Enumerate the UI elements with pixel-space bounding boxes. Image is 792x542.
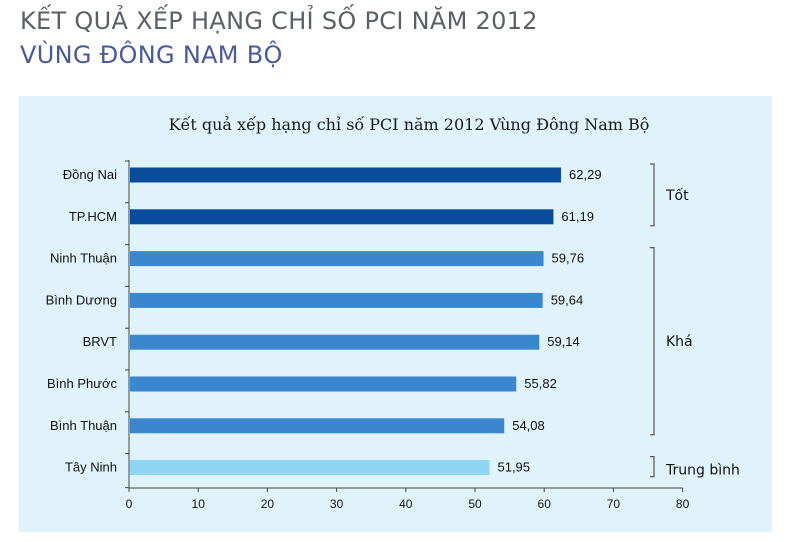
group-bracket	[650, 247, 655, 436]
category-label: Ninh Thuận	[50, 251, 117, 266]
group-bracket	[650, 163, 655, 227]
pci-bar-chart: Kết quả xếp hạng chỉ số PCI năm 2012 Vùn…	[46, 115, 740, 511]
bar	[130, 376, 517, 392]
category-label: Tây Ninh	[65, 460, 117, 475]
data-label: 59,64	[551, 292, 584, 307]
bar	[130, 251, 544, 267]
bar	[130, 418, 505, 434]
x-tick-label: 40	[399, 497, 413, 511]
group-label: Trung bình	[665, 463, 740, 479]
page-heading: KẾT QUẢ XẾP HẠNG CHỈ SỐ PCI NĂM 2012 VÙN…	[20, 4, 538, 72]
x-tick-label: 50	[468, 497, 482, 511]
page-title: KẾT QUẢ XẾP HẠNG CHỈ SỐ PCI NĂM 2012	[20, 7, 538, 35]
data-label: 61,19	[561, 209, 594, 224]
category-label: Đồng Nai	[63, 167, 117, 182]
x-tick-label: 80	[676, 497, 690, 511]
category-label: Bình Thuận	[50, 418, 117, 433]
chart-title: Kết quả xếp hạng chỉ số PCI năm 2012 Vùn…	[169, 115, 650, 134]
x-tick-label: 0	[126, 497, 133, 511]
x-tick-label: 10	[192, 497, 206, 511]
data-label: 51,95	[497, 460, 530, 475]
data-label: 59,76	[552, 251, 585, 266]
group-label: Tốt	[665, 187, 689, 204]
x-tick-label: 20	[261, 497, 275, 511]
bar	[130, 167, 562, 183]
bar	[130, 292, 543, 308]
bar	[130, 460, 490, 476]
category-label: BRVT	[83, 334, 117, 349]
x-tick-label: 60	[538, 497, 552, 511]
data-label: 55,82	[524, 376, 557, 391]
data-label: 62,29	[569, 167, 602, 182]
bar	[130, 209, 554, 225]
bar	[130, 334, 540, 350]
x-tick-label: 30	[330, 497, 344, 511]
page-subtitle: VÙNG ĐÔNG NAM BỘ	[20, 41, 283, 69]
group-bracket	[650, 456, 655, 478]
group-label: Khá	[666, 334, 693, 350]
data-label: 59,14	[547, 334, 580, 349]
category-label: Bình Dương	[46, 292, 117, 307]
category-label: Bình Phước	[47, 376, 117, 391]
chart-panel: Kết quả xếp hạng chỉ số PCI năm 2012 Vùn…	[19, 96, 772, 532]
data-label: 54,08	[512, 418, 545, 433]
category-label: TP.HCM	[69, 209, 117, 224]
x-tick-label: 70	[607, 497, 621, 511]
